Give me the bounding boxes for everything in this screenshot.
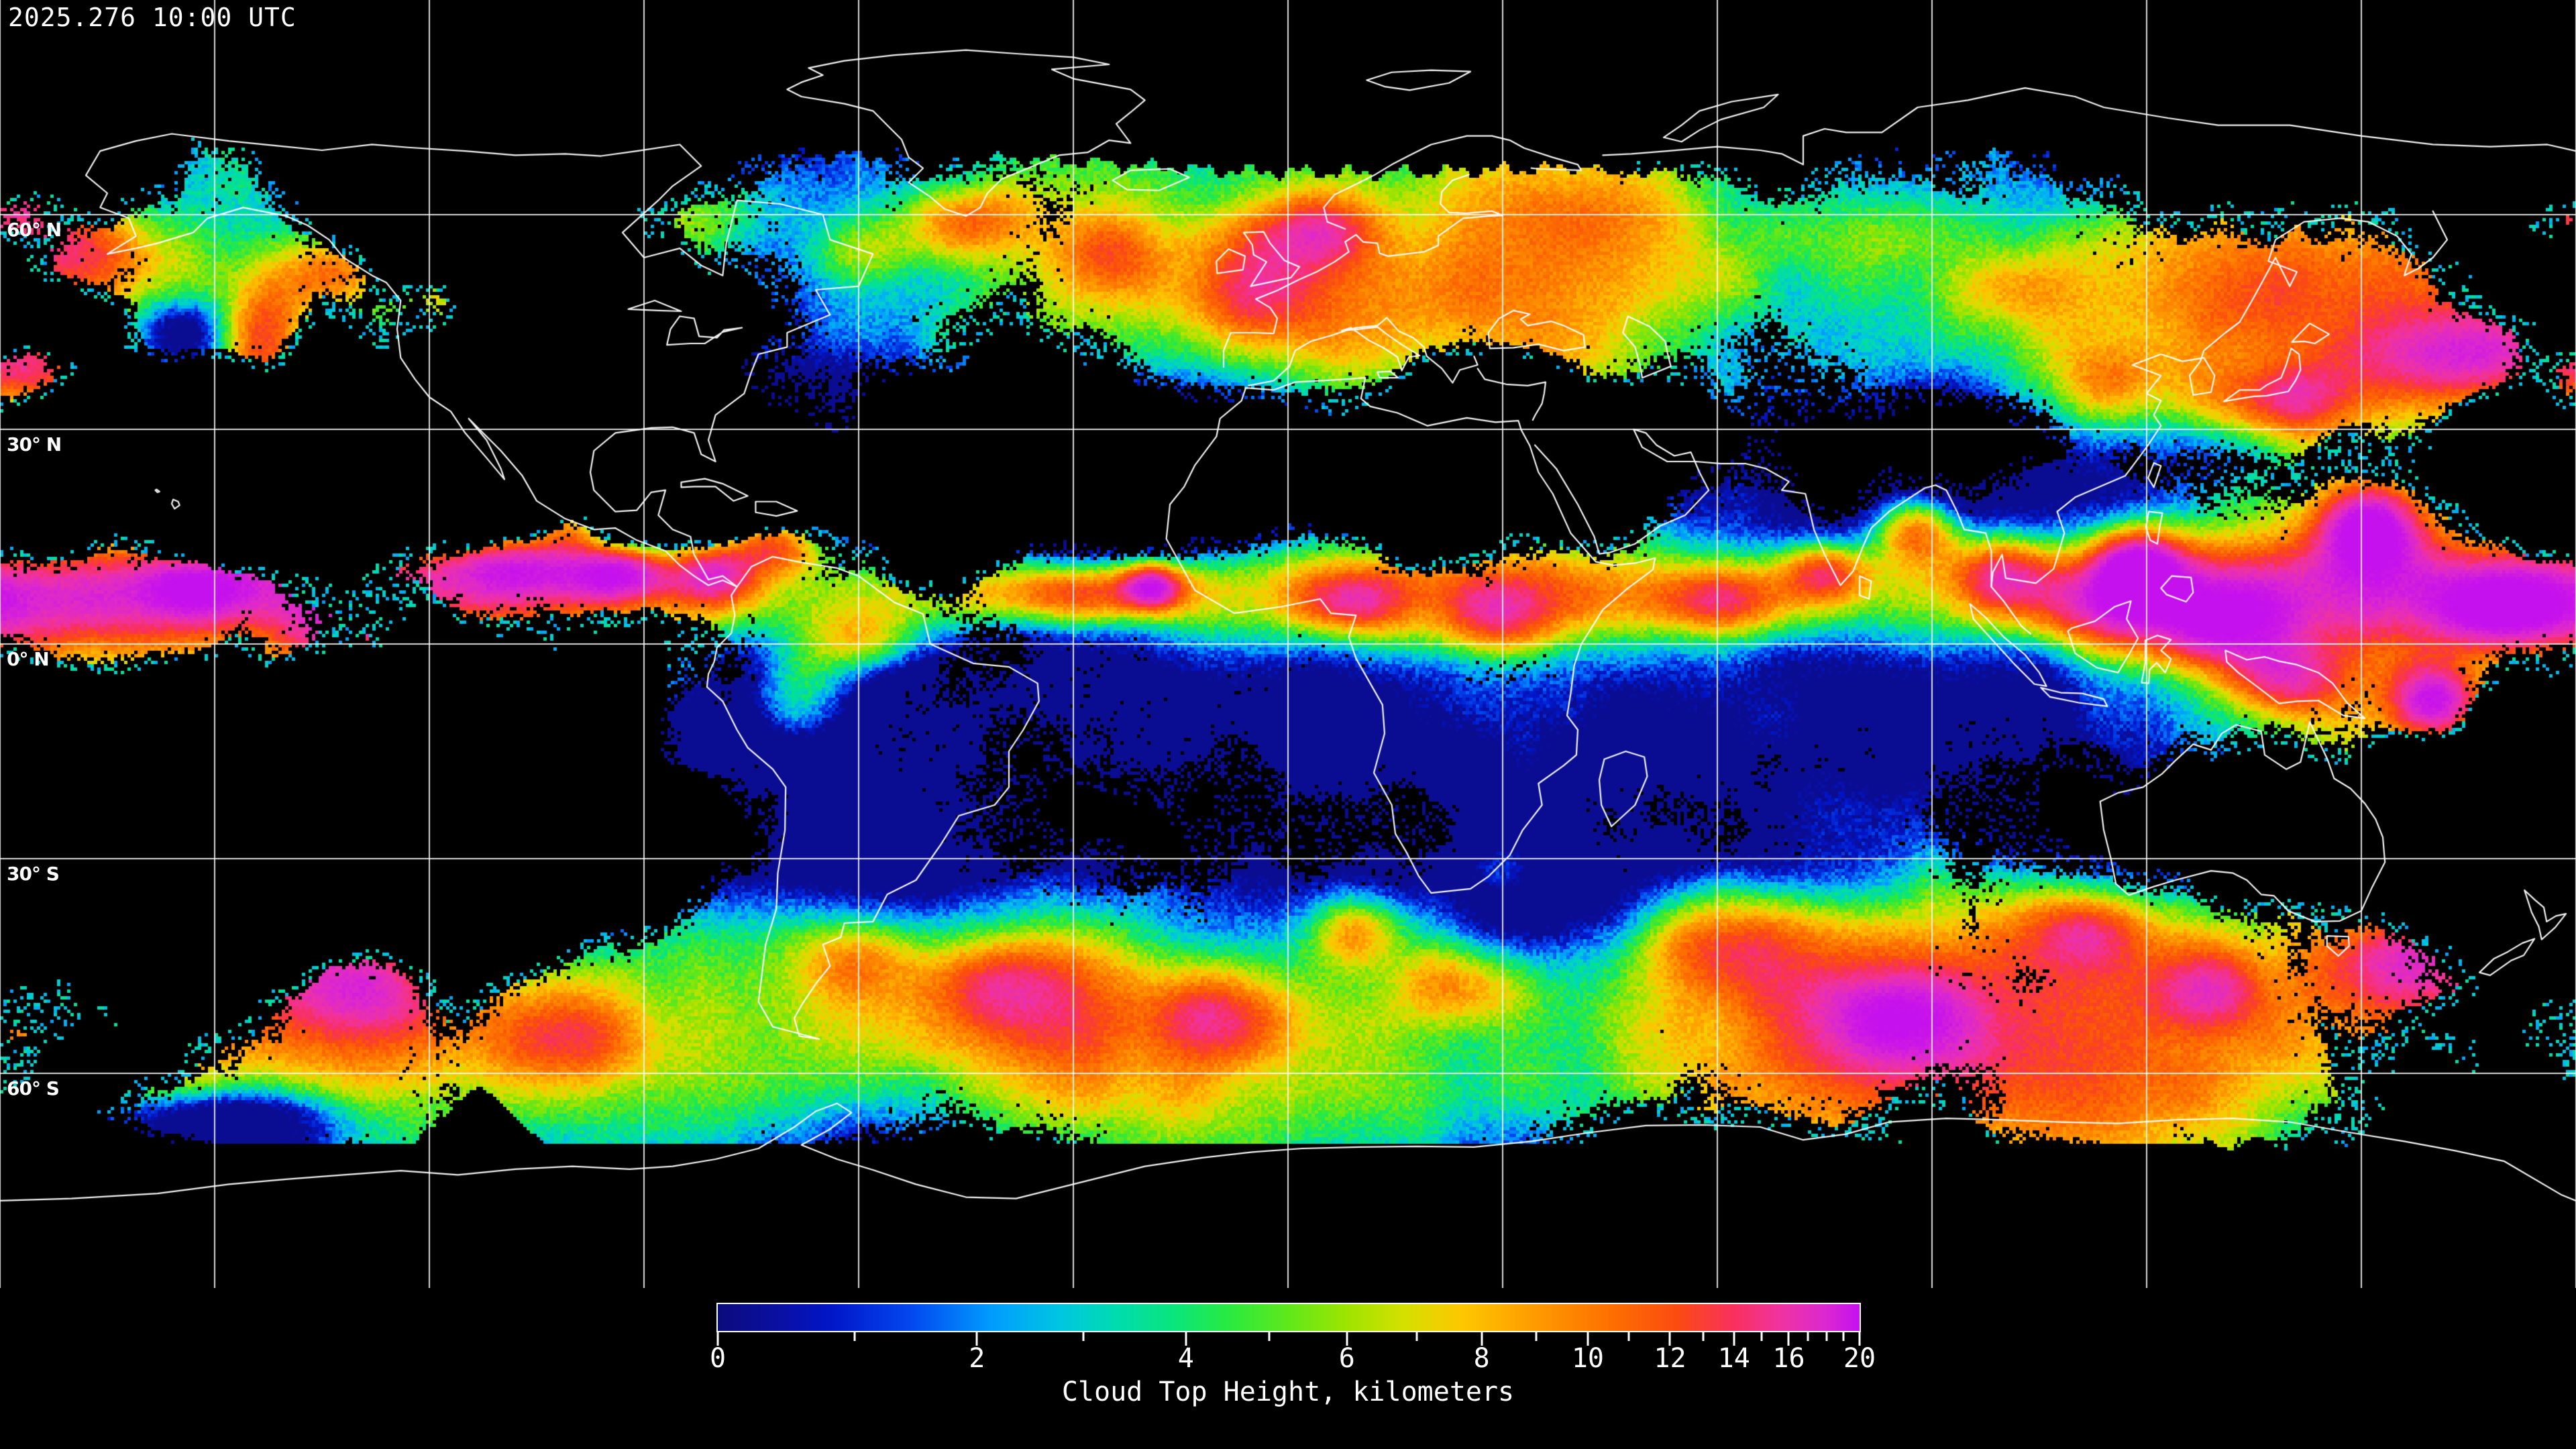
- colorbar-tick-labels: 0 2 4 6 8 10 12 14 16 20: [710, 1343, 1876, 1377]
- colorbar-tick-label: 14: [1717, 1343, 1750, 1374]
- colorbar-tick: [1807, 1332, 1809, 1341]
- colorbar-tick: [1481, 1332, 1483, 1346]
- colorbar-tick-label: 0: [709, 1343, 727, 1374]
- lat-label: 30° N: [7, 433, 62, 455]
- colorbar-tick: [1587, 1332, 1589, 1346]
- colorbar-gradient: [718, 1304, 1860, 1331]
- lat-label: 60° N: [7, 219, 62, 241]
- timestamp-label: 2025.276 10:00 UTC: [8, 3, 297, 32]
- colorbar-tick: [1082, 1332, 1085, 1341]
- colorbar-tick-label: 4: [1177, 1343, 1194, 1374]
- colorbar-tick: [853, 1332, 856, 1341]
- colorbar-tick: [1787, 1332, 1790, 1346]
- colorbar-tick: [1825, 1332, 1828, 1341]
- colorbar-ticks: [716, 1332, 1861, 1347]
- colorbar-tick: [1346, 1332, 1348, 1346]
- colorbar-tick: [1185, 1332, 1187, 1346]
- colorbar-tick-label: 8: [1473, 1343, 1490, 1374]
- lat-label: 60° S: [7, 1077, 60, 1099]
- colorbar-tick: [1702, 1332, 1705, 1341]
- lat-label: 0° N: [7, 648, 50, 670]
- lat-label: 30° S: [7, 863, 60, 885]
- colorbar-tick-label: 20: [1843, 1343, 1876, 1374]
- colorbar-tick: [1668, 1332, 1671, 1346]
- colorbar-tick: [975, 1332, 978, 1346]
- colorbar-tick: [1842, 1332, 1845, 1341]
- colorbar-tick: [1268, 1332, 1271, 1341]
- colorbar-tick: [716, 1332, 719, 1346]
- colorbar-tick: [1760, 1332, 1763, 1341]
- colorbar-tick-label: 16: [1772, 1343, 1805, 1374]
- colorbar-tick: [1535, 1332, 1538, 1341]
- colorbar-tick-label: 2: [969, 1343, 985, 1374]
- colorbar-tick-label: 10: [1571, 1343, 1605, 1374]
- colorbar-title: Cloud Top Height, kilometers: [1061, 1377, 1515, 1407]
- colorbar-tick: [1415, 1332, 1418, 1341]
- colorbar-tick: [1858, 1332, 1861, 1346]
- colorbar-tick-label: 12: [1654, 1343, 1686, 1374]
- cloud-map-canvas: [0, 0, 2576, 1288]
- colorbar: [716, 1303, 1861, 1332]
- colorbar-tick: [1627, 1332, 1630, 1341]
- colorbar-tick-label: 6: [1338, 1343, 1355, 1374]
- colorbar-tick: [1733, 1332, 1735, 1346]
